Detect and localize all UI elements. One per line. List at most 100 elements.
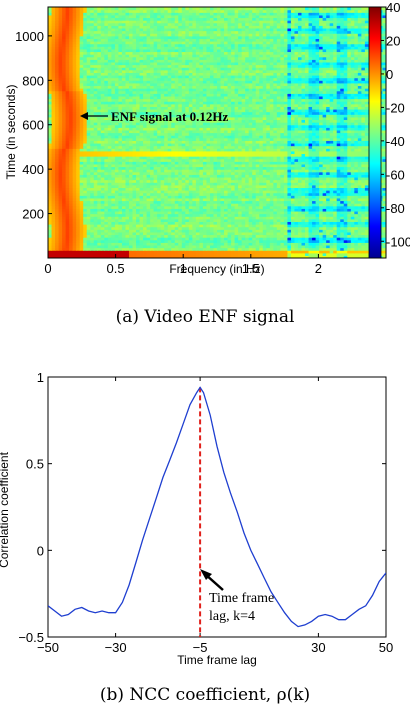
heatmap-cell — [178, 205, 183, 209]
heatmap-cell — [297, 187, 303, 191]
heatmap-cell — [322, 161, 327, 165]
heatmap-cell — [347, 252, 352, 256]
heatmap-cell — [245, 187, 250, 191]
heatmap-cell — [227, 190, 232, 194]
heatmap-cell — [290, 184, 296, 189]
heatmap-cell — [202, 247, 208, 251]
heatmap-cell — [273, 124, 278, 128]
heatmap-cell — [132, 208, 137, 212]
heatmap-cell — [174, 224, 179, 228]
heatmap-cell — [72, 135, 77, 139]
heatmap-cell — [297, 255, 303, 258]
heatmap-cell — [51, 171, 56, 175]
heatmap-cell — [290, 156, 296, 160]
heatmap-cell — [315, 205, 320, 209]
heatmap-cell — [90, 213, 95, 217]
heatmap-cell — [58, 237, 63, 241]
heatmap-cell — [65, 255, 70, 258]
heatmap-cell — [213, 200, 218, 204]
heatmap-cell — [62, 190, 67, 194]
heatmap-cell — [343, 208, 348, 212]
heatmap-cell — [136, 176, 141, 181]
heatmap-cell — [322, 237, 327, 241]
heatmap-cell — [234, 182, 239, 186]
heatmap-cell — [259, 195, 264, 199]
heatmap-cell — [283, 129, 289, 134]
heatmap-cell — [357, 127, 362, 131]
heatmap-cell — [93, 140, 98, 144]
heatmap-cell — [231, 148, 236, 152]
heatmap-cell — [104, 182, 109, 186]
heatmap-cell — [90, 137, 95, 141]
heatmap-cell — [269, 200, 274, 204]
heatmap-cell — [51, 169, 56, 173]
heatmap-cell — [301, 124, 306, 128]
heatmap-cell — [153, 150, 158, 155]
heatmap-cell — [114, 218, 120, 222]
heatmap-cell — [266, 200, 271, 204]
heatmap-cell — [181, 124, 186, 128]
heatmap-cell — [382, 169, 386, 173]
heatmap-cell — [255, 244, 260, 249]
heatmap-cell — [128, 205, 134, 209]
heatmap-cell — [202, 237, 208, 241]
heatmap-cell — [167, 127, 172, 131]
heatmap-cell — [104, 184, 109, 189]
heatmap-cell — [132, 171, 137, 175]
heatmap-cell — [157, 171, 162, 175]
heatmap-cell — [241, 239, 246, 243]
heatmap-cell — [143, 158, 148, 162]
heatmap-cell — [213, 176, 218, 181]
heatmap-cell — [357, 182, 362, 186]
heatmap-cell — [76, 135, 81, 139]
heatmap-cell — [262, 247, 267, 251]
heatmap-cell — [79, 127, 84, 131]
heatmap-cell — [294, 229, 299, 233]
heatmap-cell — [238, 169, 243, 173]
heatmap-cell — [283, 176, 289, 181]
heatmap-cell — [336, 226, 341, 230]
heatmap-cell — [245, 145, 250, 149]
heatmap-cell — [202, 197, 208, 202]
heatmap-cell — [90, 158, 95, 162]
heatmap-cell — [231, 226, 236, 230]
heatmap-cell — [185, 205, 190, 209]
heatmap-cell — [297, 221, 303, 225]
heatmap-cell — [55, 239, 60, 243]
heatmap-cell — [227, 244, 232, 249]
heatmap-cell — [97, 153, 102, 157]
heatmap-cell — [107, 210, 112, 215]
heatmap-cell — [312, 221, 317, 225]
heatmap-cell — [132, 237, 137, 241]
heatmap-cell — [90, 229, 95, 233]
heatmap-cell — [79, 137, 84, 141]
heatmap-cell — [301, 142, 306, 147]
heatmap-cell — [90, 150, 95, 155]
heatmap-cell — [217, 197, 222, 202]
heatmap-cell — [287, 190, 292, 194]
heatmap-cell — [273, 182, 278, 186]
heatmap-cell — [290, 150, 296, 155]
heatmap-cell — [255, 203, 260, 207]
heatmap-cell — [227, 187, 232, 191]
heatmap-cell — [336, 195, 341, 199]
heatmap-cell — [315, 148, 320, 152]
heatmap-cell — [111, 169, 116, 173]
heatmap-cell — [252, 237, 257, 241]
heatmap-cell — [276, 195, 281, 199]
heatmap-cell — [114, 255, 120, 258]
heatmap-cell — [280, 224, 285, 228]
heatmap-cell — [326, 247, 331, 251]
heatmap-cell — [62, 221, 67, 225]
heatmap-cell — [283, 252, 289, 256]
heatmap-cell — [100, 148, 105, 152]
heatmap-cell — [55, 203, 60, 207]
heatmap-cell — [93, 142, 98, 147]
heatmap-cell — [150, 244, 155, 249]
heatmap-cell — [206, 250, 211, 254]
heatmap-cell — [69, 166, 74, 170]
heatmap-cell — [319, 140, 324, 144]
heatmap-cell — [354, 205, 359, 209]
heatmap-cell — [213, 252, 218, 256]
heatmap-cell — [297, 182, 303, 186]
